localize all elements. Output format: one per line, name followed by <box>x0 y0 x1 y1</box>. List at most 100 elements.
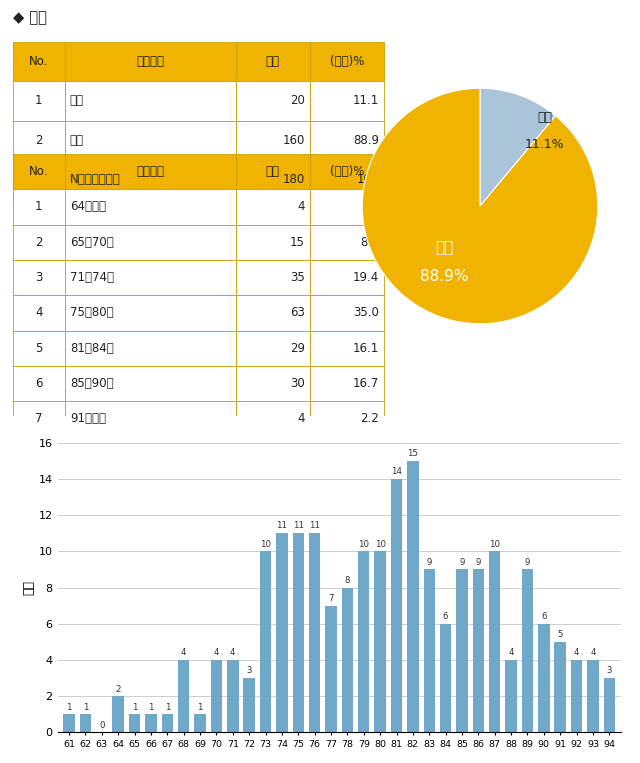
Text: N（％ベース）: N（％ベース） <box>70 448 120 461</box>
Text: 6: 6 <box>541 612 547 621</box>
FancyBboxPatch shape <box>13 41 65 81</box>
Text: 件数: 件数 <box>266 55 280 68</box>
FancyBboxPatch shape <box>13 224 65 260</box>
Text: 81～84歳: 81～84歳 <box>70 342 114 355</box>
Text: 女性: 女性 <box>70 134 84 146</box>
Text: No.: No. <box>29 165 49 178</box>
FancyBboxPatch shape <box>65 366 236 401</box>
Text: 4: 4 <box>574 649 579 657</box>
Text: 10: 10 <box>489 539 500 549</box>
Y-axis label: 人数: 人数 <box>23 580 36 595</box>
Bar <box>113 696 124 732</box>
Text: 15: 15 <box>408 449 419 458</box>
FancyBboxPatch shape <box>65 41 236 81</box>
FancyBboxPatch shape <box>236 41 310 81</box>
FancyBboxPatch shape <box>236 81 310 121</box>
Text: 1: 1 <box>197 703 203 712</box>
Text: カテゴリ: カテゴリ <box>136 55 164 68</box>
Text: 8: 8 <box>344 576 350 584</box>
Text: 6: 6 <box>35 377 42 390</box>
FancyBboxPatch shape <box>65 160 236 200</box>
FancyBboxPatch shape <box>13 366 65 401</box>
Bar <box>489 551 500 732</box>
Bar <box>538 624 550 732</box>
Text: 5: 5 <box>557 630 563 639</box>
Bar <box>407 461 419 732</box>
Text: 10: 10 <box>374 539 386 549</box>
FancyBboxPatch shape <box>13 81 65 121</box>
Text: 3: 3 <box>246 666 252 675</box>
FancyBboxPatch shape <box>310 295 384 330</box>
Text: 29: 29 <box>290 342 305 355</box>
FancyBboxPatch shape <box>13 436 65 472</box>
FancyBboxPatch shape <box>236 295 310 330</box>
Bar <box>80 714 91 732</box>
Text: 4: 4 <box>181 649 186 657</box>
FancyBboxPatch shape <box>310 154 384 189</box>
Text: 3: 3 <box>35 271 42 284</box>
Bar <box>506 660 517 732</box>
Text: 63: 63 <box>290 307 305 320</box>
Bar <box>522 569 533 732</box>
FancyBboxPatch shape <box>65 436 236 472</box>
Bar <box>129 714 140 732</box>
FancyBboxPatch shape <box>65 330 236 366</box>
Bar <box>178 660 189 732</box>
Text: 2: 2 <box>115 684 121 694</box>
Text: 4: 4 <box>297 413 305 426</box>
FancyBboxPatch shape <box>310 401 384 436</box>
Text: 4: 4 <box>230 649 236 657</box>
Text: 10: 10 <box>260 539 271 549</box>
Text: 11: 11 <box>292 521 304 530</box>
Bar <box>456 569 468 732</box>
FancyBboxPatch shape <box>13 401 65 436</box>
Text: 女性: 女性 <box>436 240 454 255</box>
FancyBboxPatch shape <box>65 260 236 295</box>
Text: 3: 3 <box>607 666 612 675</box>
FancyBboxPatch shape <box>310 366 384 401</box>
Text: 88.9%: 88.9% <box>420 269 469 284</box>
FancyBboxPatch shape <box>65 154 236 189</box>
FancyBboxPatch shape <box>65 189 236 224</box>
Text: 11.1: 11.1 <box>353 95 379 108</box>
Text: 5: 5 <box>35 342 42 355</box>
FancyBboxPatch shape <box>310 121 384 160</box>
Text: カテゴリ: カテゴリ <box>136 165 164 178</box>
Text: 男性: 男性 <box>537 111 552 124</box>
Text: No.: No. <box>29 55 49 68</box>
Text: 75～80歳: 75～80歳 <box>70 307 113 320</box>
Wedge shape <box>362 89 598 324</box>
Text: 180: 180 <box>282 173 305 186</box>
FancyBboxPatch shape <box>310 189 384 224</box>
Bar <box>195 714 206 732</box>
Text: 4: 4 <box>297 201 305 214</box>
Text: 6: 6 <box>443 612 449 621</box>
Bar <box>260 551 271 732</box>
Bar <box>145 714 157 732</box>
Bar <box>472 569 484 732</box>
Text: 10: 10 <box>358 539 369 549</box>
FancyBboxPatch shape <box>236 189 310 224</box>
FancyBboxPatch shape <box>236 401 310 436</box>
Bar <box>342 588 353 732</box>
Text: 4: 4 <box>590 649 596 657</box>
Text: 9: 9 <box>460 558 465 567</box>
FancyBboxPatch shape <box>13 154 65 189</box>
Text: 1: 1 <box>83 703 88 712</box>
Text: 100: 100 <box>356 173 379 186</box>
Text: 30: 30 <box>290 377 305 390</box>
FancyBboxPatch shape <box>13 330 65 366</box>
Text: 14: 14 <box>391 467 402 476</box>
Bar <box>292 533 304 732</box>
Text: 88.9: 88.9 <box>353 134 379 146</box>
FancyBboxPatch shape <box>310 160 384 200</box>
Text: 9: 9 <box>476 558 481 567</box>
Bar <box>211 660 222 732</box>
Text: 4: 4 <box>35 307 42 320</box>
Text: 1: 1 <box>148 703 154 712</box>
Text: 35: 35 <box>290 271 305 284</box>
Bar <box>391 479 402 732</box>
FancyBboxPatch shape <box>236 224 310 260</box>
Bar <box>588 660 598 732</box>
FancyBboxPatch shape <box>310 330 384 366</box>
